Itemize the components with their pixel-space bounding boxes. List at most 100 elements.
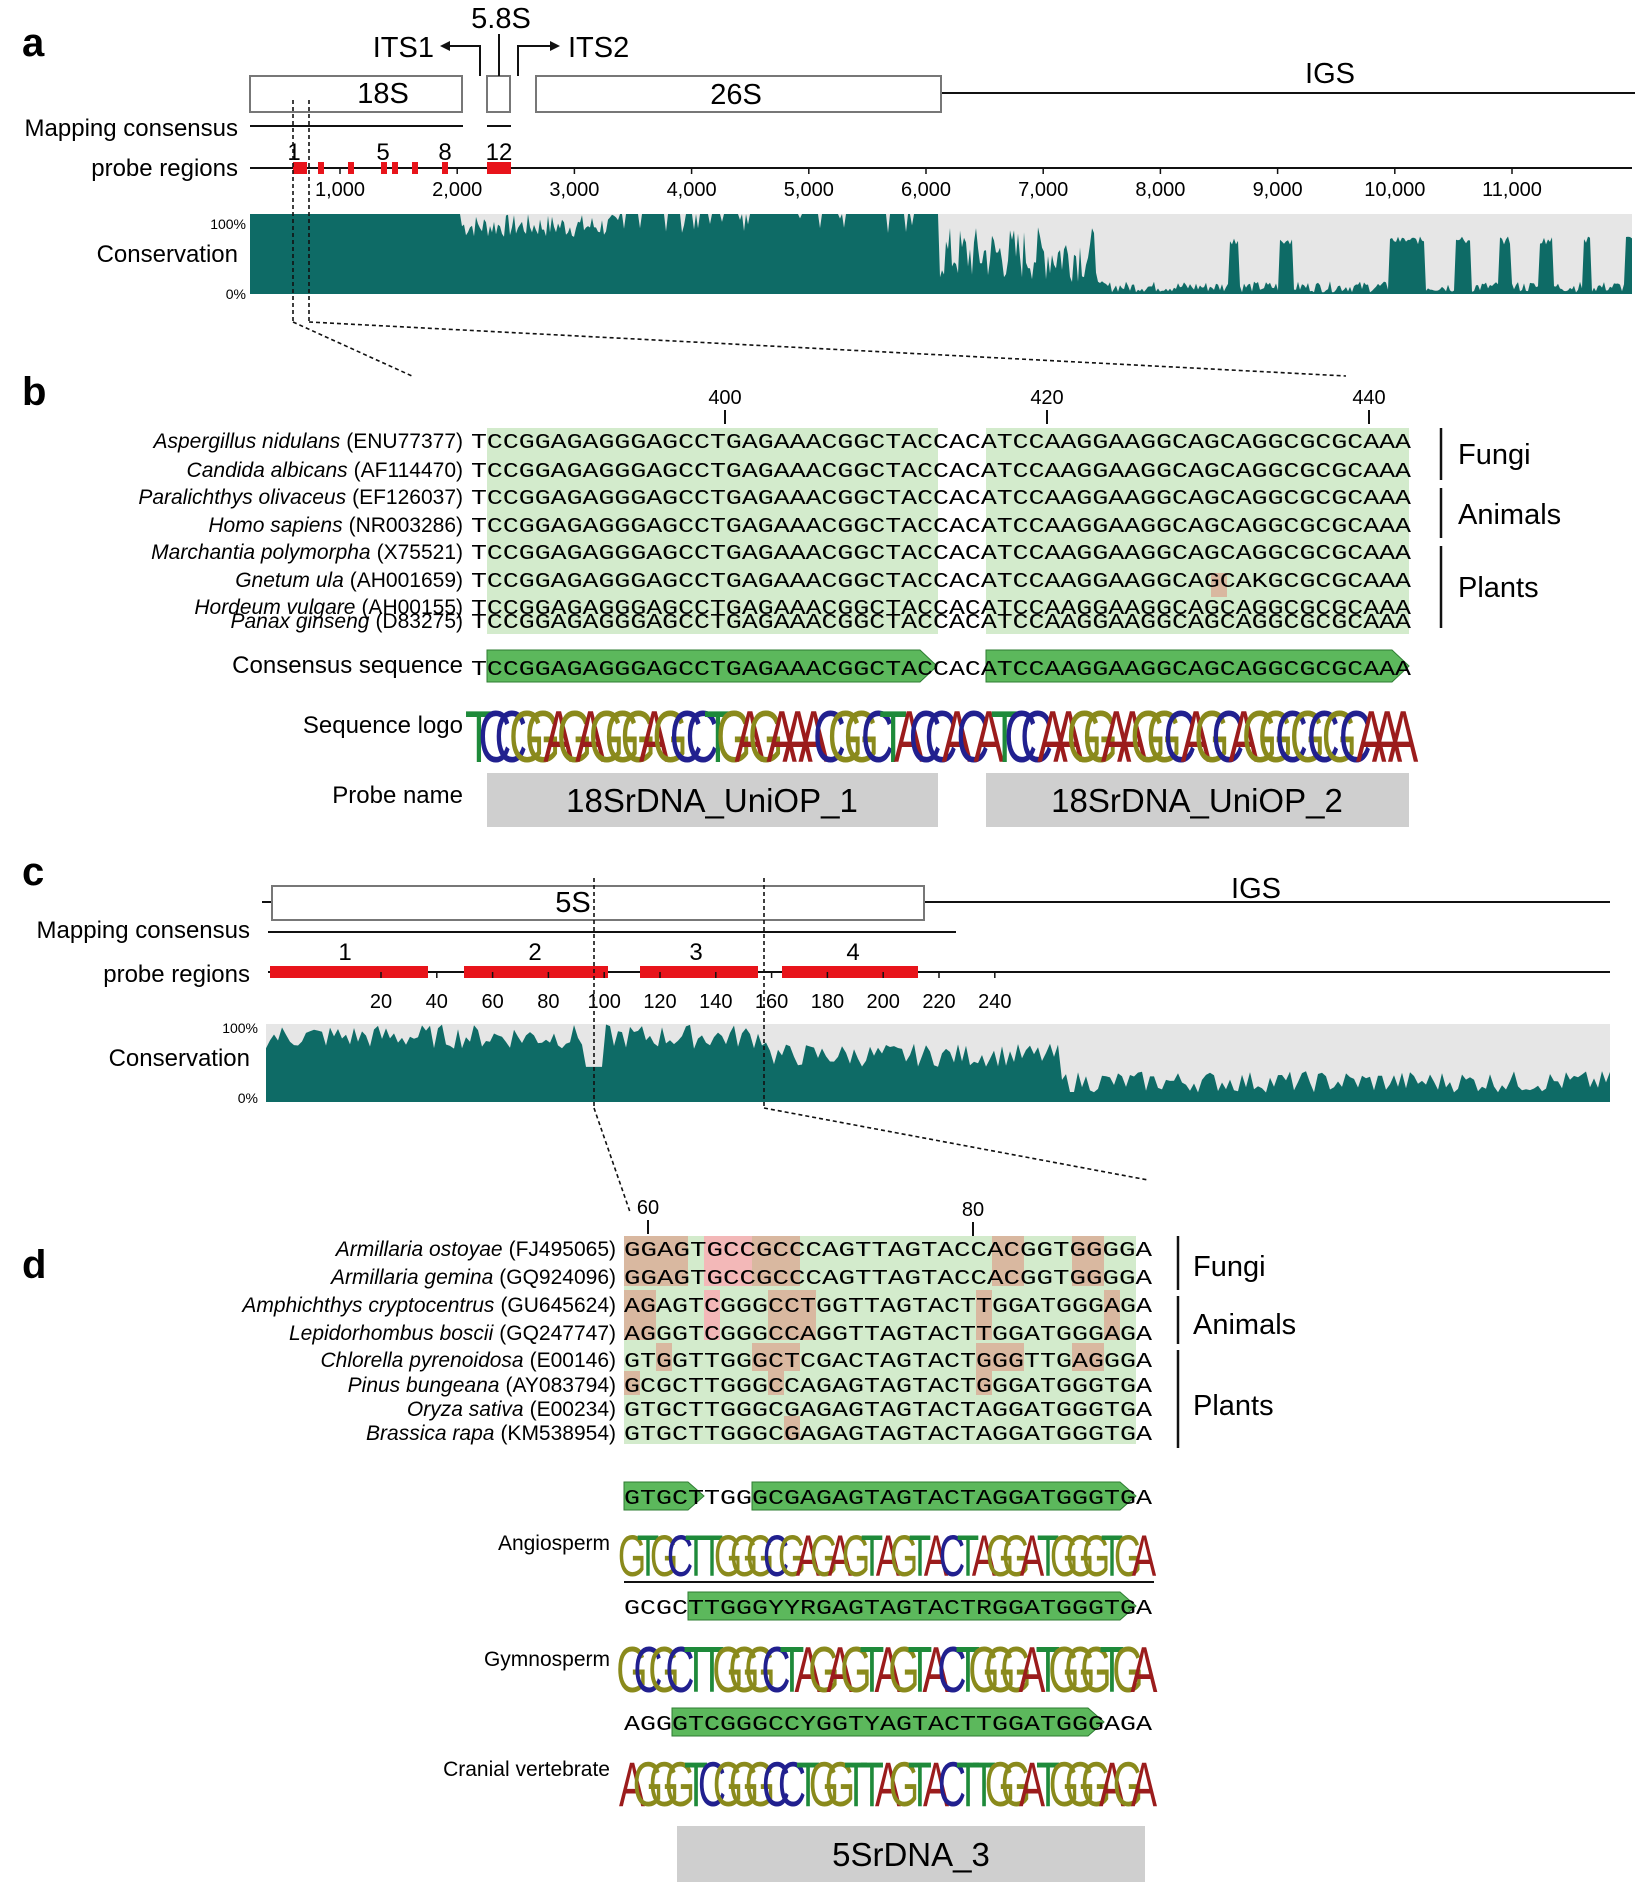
probe-number-8: 8 [438, 139, 451, 166]
accession: (X75521) [377, 541, 463, 564]
axis-ticks-a: 1,000 2,000 3,000 4,000 5,000 6,000 7,000 8,000… [315, 168, 1542, 201]
axis-tick-label: 180 [811, 991, 844, 1013]
species-name: Lepidorhombus boscii [289, 1322, 495, 1345]
axis-tick-label: 5,000 [784, 179, 834, 201]
logo-letter: G [984, 1634, 1015, 1706]
logo-letter: A [894, 696, 925, 778]
species-name: Panax ginseng [230, 610, 369, 633]
conservation-track-a [250, 214, 1632, 294]
sequence: GCGCTTGGGCCAGAGTAGTACTGGGATGGGTGA [624, 1376, 1152, 1399]
logo-letter: G [633, 1751, 663, 1821]
group-animals-b: Animals [1458, 499, 1561, 531]
logo-letter: G [1194, 696, 1229, 778]
logo-letter: G [1049, 1751, 1079, 1821]
logo-letter: C [761, 1634, 790, 1706]
logo-letter: C [937, 1634, 966, 1706]
species-name: Armillaria ostoyae [334, 1238, 503, 1261]
species-row-b: Hordeum vulgare (AH00155) [194, 596, 463, 619]
logo-letter: G [810, 1524, 838, 1589]
species-row-d: Brassica rapa (KM538954) [366, 1422, 616, 1445]
logo-letter: G [1146, 696, 1181, 778]
logo-letter: A [942, 696, 973, 778]
position-440: 440 [1352, 387, 1385, 409]
sequences-d: GGAGTGCCGCCCAGTTAGTACCACGGTGGGGA GGAGTGC… [624, 1240, 1153, 1447]
axis-tick-label: 60 [481, 991, 503, 1013]
species-name: Armillaria gemina [329, 1266, 493, 1289]
species-name: Pinus bungeana [348, 1374, 500, 1397]
logo-letter: C [925, 696, 958, 778]
logo-letter: G [648, 1634, 679, 1706]
logo-letter: G [744, 1634, 775, 1706]
species-row-d: Lepidorhombus boscii (GQ247747) [289, 1322, 616, 1345]
species-row-d: Armillaria gemina (GQ924096) [329, 1266, 616, 1289]
logo-letter: T [860, 1634, 885, 1706]
logo-letter: T [972, 1751, 996, 1821]
probe-name-2: 18SrDNA_UniOP_2 [1051, 782, 1343, 819]
panel-label-a: a [22, 21, 45, 65]
logo-letter: C [939, 1524, 965, 1589]
axis-tick-label: 9,000 [1253, 179, 1303, 201]
accession: (E00234) [530, 1398, 616, 1421]
position-400: 400 [708, 387, 741, 409]
species-row-d: Armillaria ostoyae (FJ495065) [334, 1238, 616, 1261]
logo-letter: C [478, 696, 511, 778]
logo-letter: T [1036, 1751, 1060, 1821]
logo-letter: T [908, 1634, 933, 1706]
logo-letter: A [796, 1524, 821, 1589]
logo-letter: G [729, 1751, 759, 1821]
logo-letter: A [1019, 1634, 1047, 1706]
clade-label-cranial-vertebrate: Cranial vertebrate [443, 1758, 610, 1781]
logo-letter: G [509, 696, 544, 778]
logo-letter: G [652, 696, 687, 778]
logo-letter: A [828, 1524, 853, 1589]
label-igs-a: IGS [1305, 58, 1355, 90]
sequence: TCCGGAGAGGGAGCCTGAGAAACGGCTACCACATCCAAGG… [471, 598, 1411, 621]
logo-letter: T [908, 1751, 932, 1821]
sequence: TCCGGAGAGGGAGCCTGAGAAACGGCTACCACATCCAAGG… [471, 432, 1411, 455]
species-rows-d: Armillaria ostoyae (FJ495065) Armillaria … [240, 1238, 616, 1445]
sequence: TCCGGAGAGGGAGCCTGAGAAACGGCTACCACATCCAAGG… [471, 571, 1411, 594]
logo-letter: G [889, 1751, 919, 1821]
logo-letter: T [879, 696, 907, 778]
logo-letter: G [888, 1634, 919, 1706]
species-name: Paralichthys olivaceus [138, 486, 346, 509]
logo-letter: A [1181, 696, 1212, 778]
axis-tick-label: 200 [867, 991, 900, 1013]
sequence: TCCGGAGAGGGAGCCTGAGAAACGGCTACCACATCCAAGG… [471, 612, 1411, 635]
logo-letter: A [543, 696, 574, 778]
logo-letter: G [1067, 696, 1102, 778]
sequence-logo-b: TCCGGAGAGGGAGCCTGAGAAACGGCTACCACATCCAAGG… [465, 696, 1418, 778]
logo-letter: C [667, 1524, 693, 1589]
species-row-b: Marchantia polymorpha (X75521) [151, 541, 463, 564]
consensus-label-b: Consensus sequence [232, 652, 463, 679]
mapping-label-c: Mapping consensus [37, 917, 250, 944]
accession: (ENU77377) [346, 430, 463, 453]
position-420: 420 [1030, 387, 1063, 409]
logo-letter: G [1000, 1634, 1031, 1706]
logo-letter: A [923, 1751, 949, 1821]
species-name: Hordeum vulgare [194, 596, 355, 619]
sequences-b: TCCGGAGAGGGAGCCTGAGAAACGGCTACCACATCCAAGG… [471, 432, 1411, 635]
sequence: GTGGTTGGGCTCGACTAGTACTGGGTTGAGGGA [624, 1351, 1152, 1374]
logo-letter: G [986, 1524, 1014, 1589]
logo-letter: G [1048, 1634, 1079, 1706]
logo-letter: G [1080, 1634, 1111, 1706]
label-its1: ITS1 [373, 32, 434, 64]
logo-letter: G [1290, 696, 1325, 778]
label-26s: 26S [710, 79, 762, 111]
logo-letter: A [1101, 696, 1132, 778]
logo-letter: T [685, 1524, 707, 1589]
logo-letter: T [909, 1524, 931, 1589]
species-row-b: Homo sapiens (NR003286) [208, 514, 463, 537]
conservation-label-c: Conservation [109, 1045, 250, 1072]
logo-letter: A [1099, 1751, 1125, 1821]
logo-letter: C [763, 1524, 789, 1589]
sequence: TCCGGAGAGGGAGCCTGAGAAACGGCTACCACATCCAAGG… [471, 461, 1411, 484]
accession: (AY083794) [505, 1374, 616, 1397]
axis-tick-label: 2,000 [432, 179, 482, 201]
logo-letter: G [825, 1751, 855, 1821]
box-18s [249, 75, 463, 113]
logo-letter: G [808, 1634, 839, 1706]
accession: (AF114470) [354, 459, 463, 482]
